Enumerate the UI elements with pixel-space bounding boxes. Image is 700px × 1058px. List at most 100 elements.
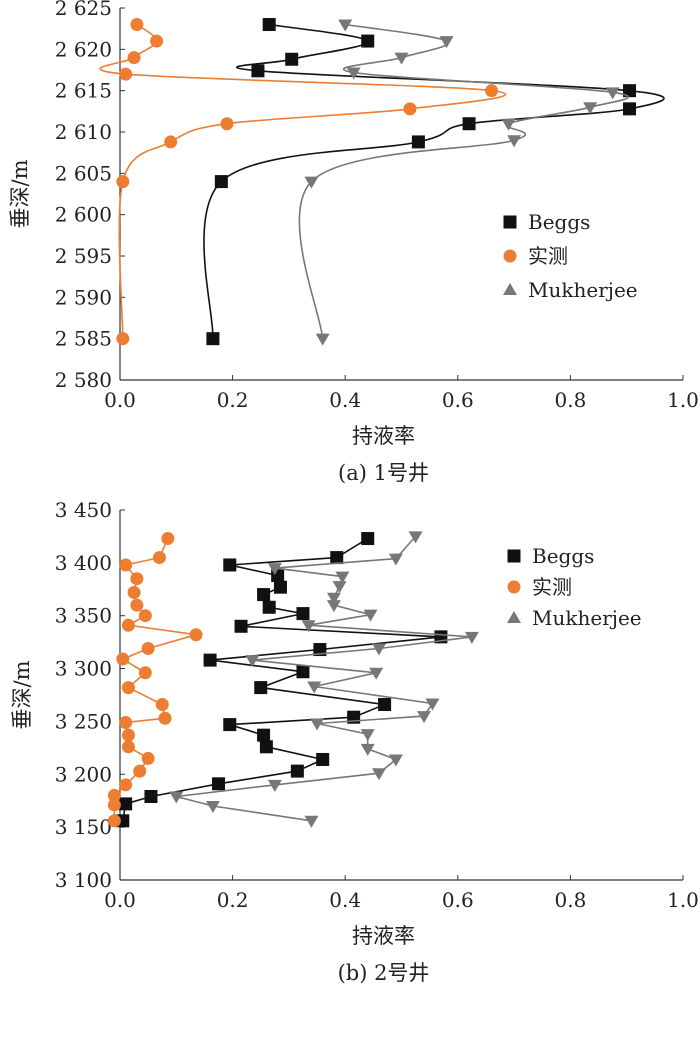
x-tick-label: 0.2 bbox=[217, 888, 249, 912]
data-point-square bbox=[361, 532, 375, 546]
data-point-square bbox=[462, 117, 476, 131]
data-point-circle bbox=[119, 67, 133, 81]
y-tick-label: 3 150 bbox=[55, 815, 112, 839]
y-axis-label: 垂深/m bbox=[8, 159, 32, 228]
data-point-square bbox=[234, 619, 248, 633]
data-point-circle bbox=[161, 532, 175, 546]
data-point-triangle bbox=[425, 698, 440, 711]
y-tick-label: 2 585 bbox=[55, 327, 112, 351]
y-tick-label: 3 350 bbox=[55, 604, 112, 628]
x-axis-label: 持液率 bbox=[352, 924, 415, 948]
x-tick-label: 0.6 bbox=[442, 388, 474, 412]
data-point-triangle bbox=[605, 87, 620, 100]
data-point-square bbox=[206, 332, 220, 346]
x-tick-label: 0.8 bbox=[554, 388, 586, 412]
data-point-triangle bbox=[315, 333, 330, 346]
data-point-square bbox=[273, 580, 287, 594]
data-point-triangle bbox=[267, 779, 282, 792]
legend-label: 实测 bbox=[528, 244, 568, 268]
data-point-circle bbox=[121, 740, 135, 754]
y-tick-label: 3 300 bbox=[55, 657, 112, 681]
data-point-triangle bbox=[371, 643, 386, 656]
data-point-circle bbox=[141, 641, 155, 655]
legend-marker-square bbox=[507, 549, 521, 563]
data-point-circle bbox=[138, 609, 152, 623]
data-point-square bbox=[144, 789, 158, 803]
data-point-triangle bbox=[408, 531, 423, 544]
data-point-triangle bbox=[439, 36, 454, 49]
data-point-triangle bbox=[326, 600, 341, 613]
data-point-triangle bbox=[417, 711, 432, 724]
data-point-square bbox=[212, 777, 226, 791]
data-point-circle bbox=[116, 652, 130, 666]
y-tick-label: 2 595 bbox=[55, 244, 112, 268]
data-point-circle bbox=[130, 572, 144, 586]
data-point-square bbox=[251, 64, 265, 78]
x-tick-label: 0.2 bbox=[217, 388, 249, 412]
legend-marker-triangle bbox=[507, 611, 521, 623]
data-point-triangle bbox=[205, 801, 220, 813]
y-tick-label: 2 615 bbox=[55, 79, 112, 103]
panel-a: 2 580 2 585 2 590 2 595 2 600 2 605 2 610 2 615… bbox=[8, 0, 699, 485]
data-point-square bbox=[378, 698, 392, 712]
y-tick-label: 2 625 bbox=[55, 0, 112, 20]
data-point-square bbox=[296, 607, 310, 621]
data-point-square bbox=[223, 558, 237, 572]
series-line-square bbox=[203, 23, 665, 339]
data-point-circle bbox=[121, 681, 135, 695]
data-point-circle bbox=[130, 18, 144, 32]
data-point-triangle bbox=[332, 581, 347, 594]
panel-b: 3 100 3 150 3 200 3 250 3 300 3 350 3 400 3 450… bbox=[10, 498, 699, 985]
series-line-triangle bbox=[298, 23, 630, 339]
legend-marker-triangle bbox=[503, 283, 517, 295]
x-tick-label: 0.0 bbox=[104, 888, 136, 912]
panel-caption: (b) 2号井 bbox=[338, 961, 430, 985]
data-point-triangle bbox=[507, 135, 522, 148]
y-tick-label: 2 600 bbox=[55, 203, 112, 227]
data-point-triangle bbox=[360, 743, 375, 756]
legend-label: Beggs bbox=[532, 544, 594, 568]
x-tick-label: 0.6 bbox=[442, 888, 474, 912]
data-point-circle bbox=[138, 666, 152, 680]
x-tick-label: 1.0 bbox=[667, 388, 699, 412]
data-point-circle bbox=[485, 84, 499, 98]
legend-marker-square bbox=[503, 215, 517, 229]
data-point-triangle bbox=[245, 655, 260, 668]
data-point-triangle bbox=[371, 768, 386, 781]
data-point-triangle bbox=[388, 754, 403, 767]
y-tick-label: 3 200 bbox=[55, 762, 112, 786]
data-point-circle bbox=[130, 598, 144, 612]
data-point-triangle bbox=[307, 681, 322, 694]
data-point-square bbox=[313, 643, 327, 657]
data-point-square bbox=[285, 52, 299, 66]
x-tick-label: 0.4 bbox=[329, 888, 361, 912]
series-line-circle bbox=[99, 23, 507, 339]
x-tick-label: 0.8 bbox=[554, 888, 586, 912]
data-point-circle bbox=[127, 585, 141, 599]
data-point-triangle bbox=[369, 667, 384, 680]
data-point-circle bbox=[164, 135, 178, 149]
data-point-circle bbox=[119, 778, 133, 792]
data-point-square bbox=[262, 600, 276, 614]
data-point-circle bbox=[119, 558, 133, 572]
x-tick-label: 1.0 bbox=[667, 888, 699, 912]
legend-marker-circle bbox=[503, 249, 517, 263]
data-point-square bbox=[257, 588, 271, 602]
y-tick-label: 2 605 bbox=[55, 161, 112, 185]
data-point-square bbox=[296, 665, 310, 679]
data-point-circle bbox=[150, 34, 164, 48]
legend-label: 实测 bbox=[532, 575, 572, 599]
data-point-triangle bbox=[394, 52, 409, 65]
y-tick-label: 3 450 bbox=[55, 498, 112, 522]
panel-caption: (a) 1号井 bbox=[338, 461, 429, 485]
data-point-triangle bbox=[501, 118, 516, 131]
data-point-circle bbox=[121, 618, 135, 632]
data-point-square bbox=[262, 18, 276, 32]
data-point-circle bbox=[119, 715, 133, 729]
data-point-triangle bbox=[267, 563, 282, 576]
legend-label: Mukherjee bbox=[532, 606, 642, 630]
data-point-square bbox=[411, 135, 425, 149]
data-point-circle bbox=[107, 814, 121, 828]
data-point-square bbox=[330, 551, 344, 565]
